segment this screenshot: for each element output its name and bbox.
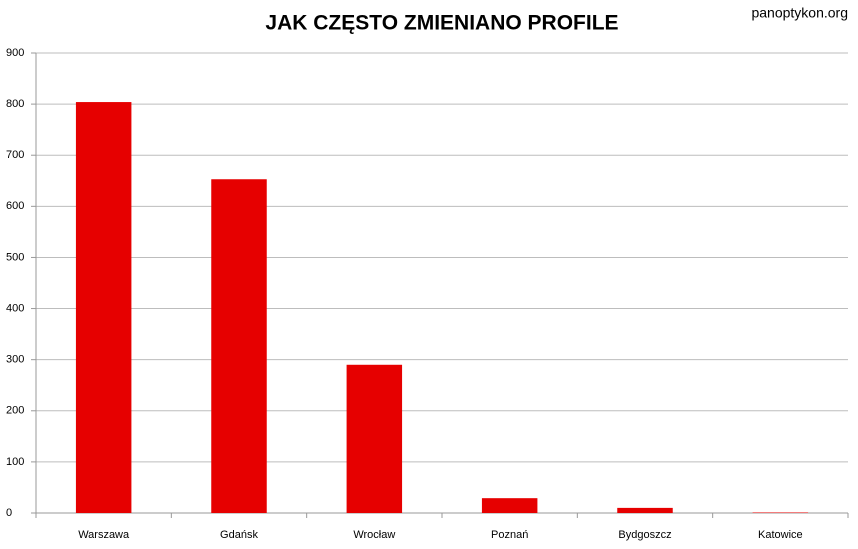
x-tick-label: Bydgoszcz	[618, 529, 671, 541]
y-tick-label: 900	[6, 47, 24, 59]
bar	[75, 102, 132, 514]
bar	[346, 364, 403, 513]
bar	[211, 179, 267, 513]
x-tick-label: Poznań	[491, 529, 528, 541]
x-tick-label: Wrocław	[353, 529, 395, 541]
x-tick-label: Warszawa	[78, 529, 130, 541]
bar	[481, 498, 538, 513]
y-tick-label: 800	[6, 98, 24, 110]
watermark: panoptykon.org	[751, 5, 848, 21]
y-tick-label: 700	[6, 149, 24, 161]
y-tick-label: 600	[6, 200, 24, 212]
bar	[617, 507, 673, 513]
x-tick-label: Katowice	[758, 529, 803, 541]
y-tick-label: 500	[6, 251, 24, 263]
bar	[752, 512, 809, 513]
y-tick-label: 200	[6, 405, 24, 417]
x-tick-label: Gdańsk	[220, 529, 258, 541]
y-tick-label: 0	[6, 507, 12, 519]
chart-title: JAK CZĘSTO ZMIENIANO PROFILE	[265, 12, 618, 35]
y-tick-label: 300	[6, 354, 24, 366]
y-tick-label: 400	[6, 302, 24, 314]
y-tick-label: 100	[6, 456, 24, 468]
